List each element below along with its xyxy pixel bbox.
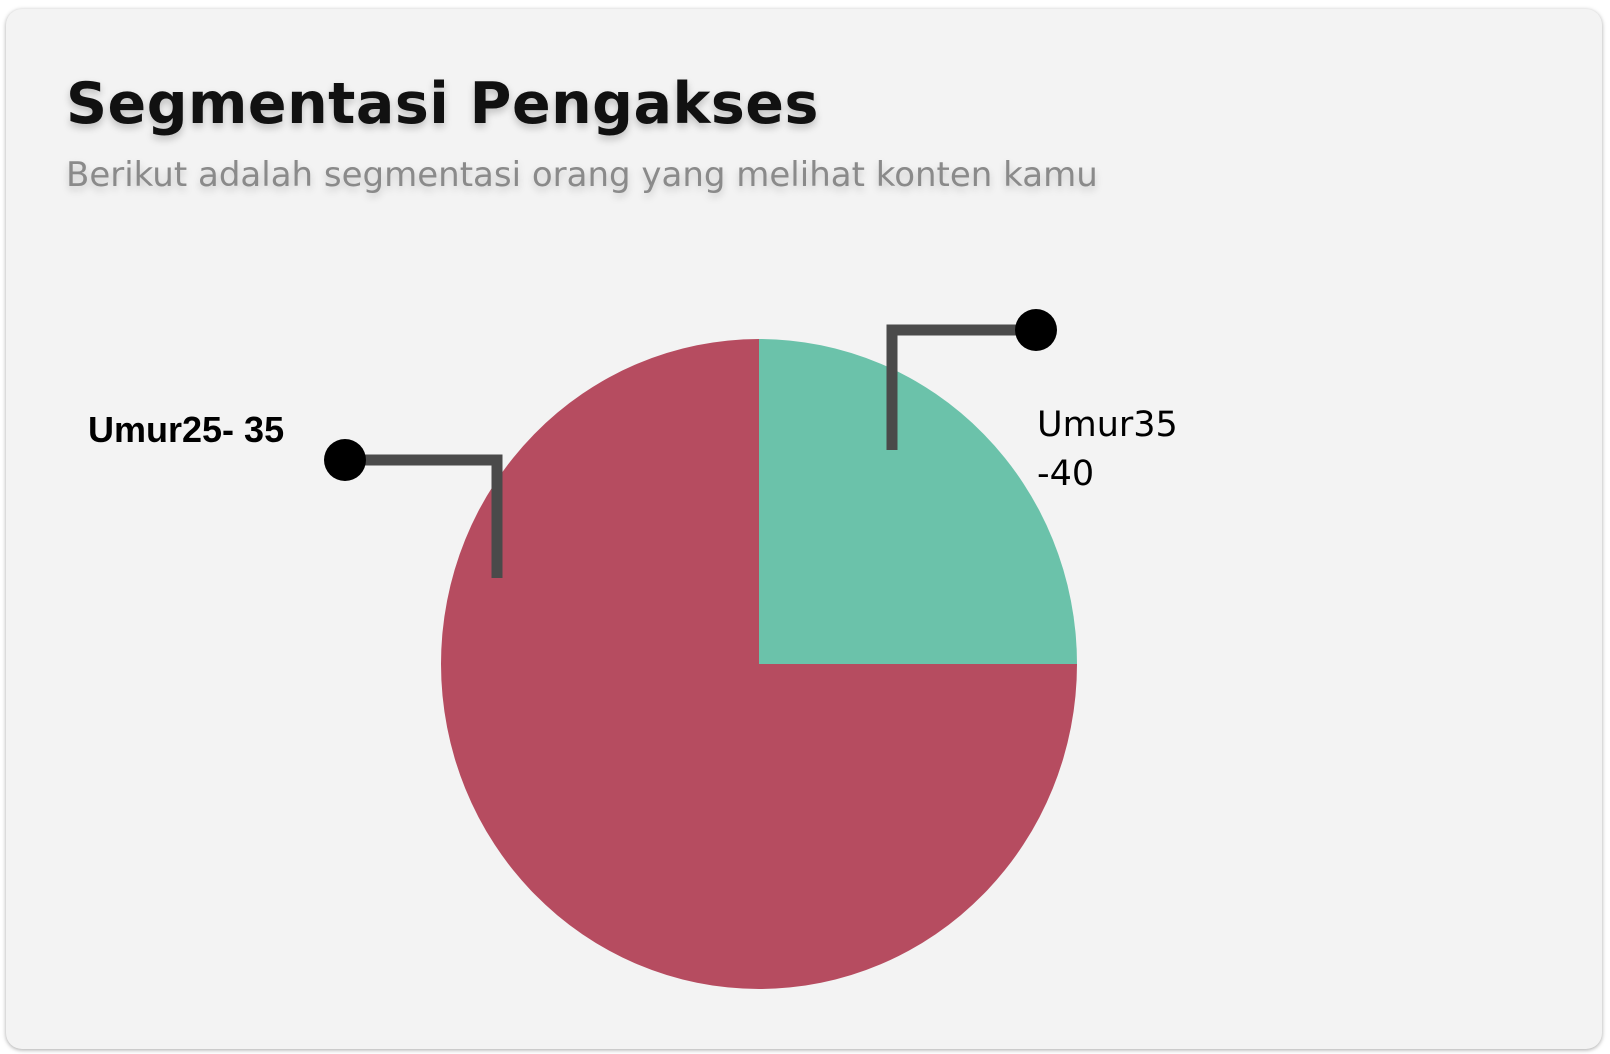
chart-title: Segmentasi Pengakses [66, 71, 819, 137]
leader-line-umur25-35 [345, 454, 503, 578]
leader-dot-umur25-35 [324, 439, 366, 481]
chart-subtitle: Berikut adalah segmentasi orang yang mel… [66, 155, 1098, 195]
leader-line-umur35-40 [886, 324, 1036, 450]
slice-label-umur35-40: Umur35 -40 [1037, 405, 1178, 494]
slice-label-umur25-35: Umur25- 35 [88, 409, 284, 450]
pie-slice-umur35-40 [759, 339, 1077, 664]
leader-dot-umur35-40 [1015, 309, 1057, 351]
